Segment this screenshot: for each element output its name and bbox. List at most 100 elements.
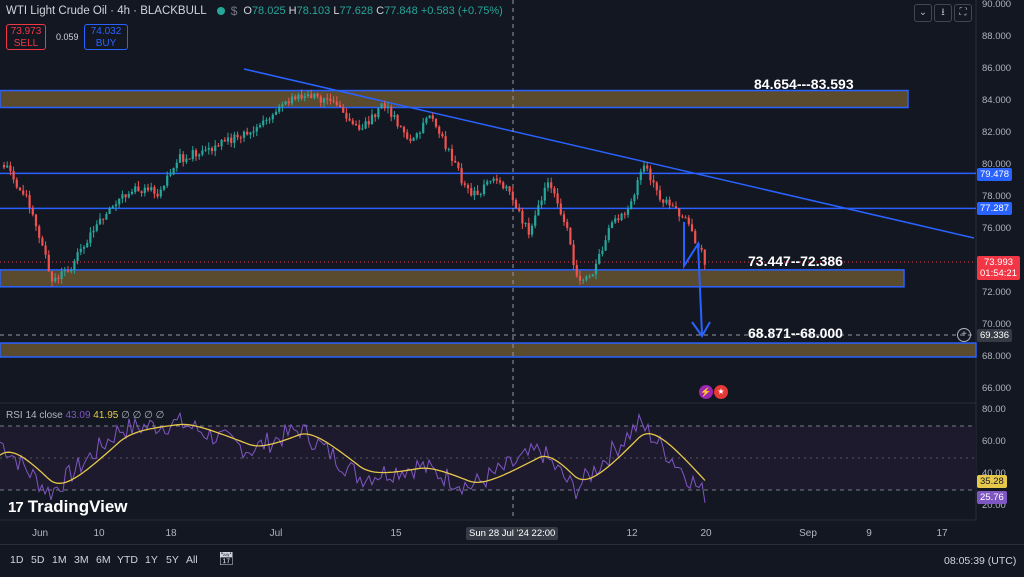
time-tick: 18 (165, 528, 177, 539)
candle-body (89, 232, 92, 243)
candle-body (537, 205, 540, 216)
download-icon[interactable]: ⭳ (934, 4, 952, 22)
projection-arrowhead (691, 321, 711, 338)
candle-body (156, 193, 159, 197)
candle-body (575, 264, 578, 276)
candle-body (578, 275, 582, 281)
candle-body (422, 122, 425, 133)
add-alert-icon[interactable]: + (957, 328, 971, 342)
date-range-icon[interactable]: 📅︎ (218, 551, 235, 566)
price-tick: 90.000 (982, 0, 1012, 10)
candle-body (444, 136, 447, 149)
candle-body (86, 242, 89, 248)
candle-body (489, 180, 492, 182)
zone-low (0, 342, 977, 358)
candle-body (703, 249, 706, 265)
candle-body (28, 195, 31, 208)
timeframe-button-6m[interactable]: 6M (96, 554, 111, 566)
time-tick: 17 (936, 528, 948, 539)
timeframe-button-1y[interactable]: 1Y (145, 554, 158, 566)
fullscreen-icon[interactable]: ⛶ (954, 4, 972, 22)
low-value: 77.628 (339, 5, 374, 17)
candle-body (694, 231, 697, 244)
symbol-name[interactable]: WTI Light Crude Oil · 4h · BLACKBULL (6, 5, 207, 17)
candle-body (73, 261, 76, 271)
buy-button[interactable]: 74.032 BUY (84, 24, 128, 50)
candle-body (454, 160, 457, 163)
candle-body (290, 96, 294, 104)
candle-body (201, 150, 204, 155)
candle-body (687, 217, 690, 225)
candle-body (358, 125, 361, 130)
candle-body (386, 106, 390, 109)
timeframe-button-3m[interactable]: 3M (74, 554, 89, 566)
lightning-event-icon[interactable]: ⚡ (699, 385, 713, 399)
candle-body (281, 104, 284, 107)
candle-body (457, 162, 460, 169)
candle-body (540, 200, 543, 206)
currency-icon[interactable]: $ (230, 4, 238, 18)
candle-body (137, 186, 140, 192)
candle-body (220, 139, 223, 147)
us-flag-event-icon[interactable]: ★ (714, 385, 728, 399)
time-tick: Jun (31, 528, 49, 539)
timeframe-button-ytd[interactable]: YTD (117, 554, 138, 566)
collapse-icon[interactable]: ⌄ (914, 4, 932, 22)
candle-body (114, 204, 118, 207)
candle-body (47, 254, 50, 272)
candle-body (543, 187, 546, 201)
candle-body (649, 168, 652, 181)
candle-body (239, 137, 242, 139)
price-tick: 82.000 (982, 127, 1012, 138)
timeframe-button-1d[interactable]: 1D (10, 554, 24, 566)
zone-label-top: 84.654---83.593 (754, 76, 854, 92)
candle-body (271, 114, 274, 120)
current-price-badge: 73.993 01:54:21 (977, 256, 1020, 280)
candle-body (233, 134, 236, 144)
timeframe-button-all[interactable]: All (186, 554, 198, 566)
candle-body (623, 213, 626, 215)
candle-body (671, 205, 674, 207)
time-tick: Sep (799, 528, 817, 539)
candle-body (79, 248, 82, 253)
candle-body (364, 121, 367, 129)
candle-body (553, 188, 556, 194)
tradingview-logo[interactable]: 17 TradingView (8, 497, 128, 517)
candle-body (265, 119, 268, 121)
sell-button[interactable]: 73.973 SELL (6, 24, 46, 50)
candle-body (12, 170, 15, 180)
candle-body (630, 201, 633, 210)
candle-body (22, 190, 25, 195)
candle-body (511, 191, 514, 201)
rsi-ma-line (0, 423, 706, 484)
candle-body (601, 250, 604, 254)
timeframe-button-1m[interactable]: 1M (52, 554, 67, 566)
candle-body (102, 218, 105, 220)
candle-body (143, 187, 146, 194)
candle-body (527, 223, 530, 235)
candle-body (345, 112, 348, 119)
candle-body (482, 184, 486, 195)
candle-body (684, 217, 687, 219)
candle-body (182, 154, 185, 162)
timeframe-button-5d[interactable]: 5D (31, 554, 45, 566)
rsi-line (0, 411, 706, 503)
candle-body (409, 138, 412, 141)
candle-body (76, 252, 79, 262)
zone-label-mid: 73.447--72.386 (748, 253, 843, 269)
buy-label: BUY (95, 38, 117, 49)
candle-body (188, 158, 191, 160)
utc-clock[interactable]: 08:05:39 (UTC) (944, 555, 1017, 567)
buy-price: 74.032 (90, 26, 122, 37)
candle-body (658, 190, 662, 200)
candle-body (582, 279, 585, 281)
candle-body (194, 150, 198, 157)
candle-body (383, 103, 386, 109)
candle-body (681, 216, 684, 218)
candle-body (588, 276, 591, 278)
timeframe-button-5y[interactable]: 5Y (166, 554, 179, 566)
candle-body (252, 131, 255, 133)
candle-body (559, 203, 562, 215)
candle-body (246, 131, 249, 135)
